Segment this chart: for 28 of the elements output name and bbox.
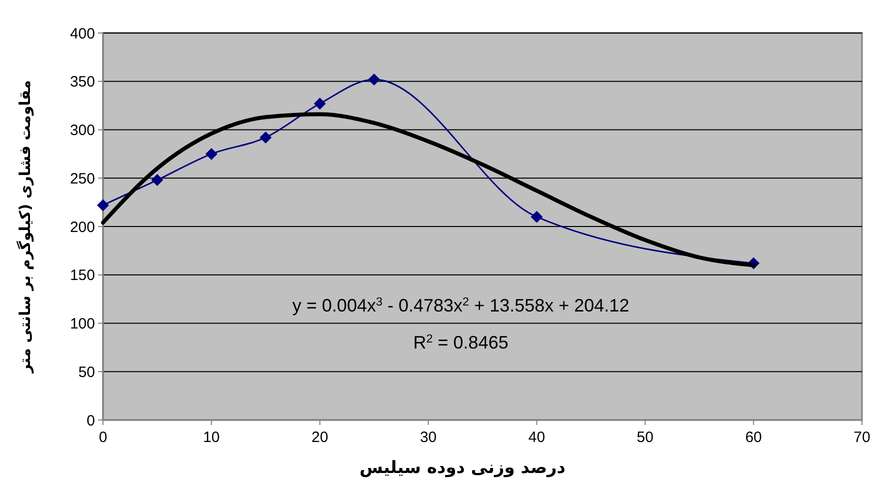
y-tick-label: 400 [70, 25, 95, 42]
x-tick-label: 40 [528, 429, 546, 446]
y-tick-label: 200 [70, 218, 95, 236]
y-tick-label: 300 [70, 122, 95, 139]
point [314, 98, 326, 110]
x-tick-label: 30 [420, 429, 437, 446]
annotation: R$^{2}$ = 0.8465 [413, 332, 508, 352]
point [205, 148, 218, 160]
y-tick-label: 100 [70, 316, 95, 332]
y-tick-label: 250 [70, 170, 95, 188]
y-tick-label: 350 [70, 74, 95, 91]
point [260, 131, 272, 144]
y-axis-title: مقاومت فشاری (کیلوگرم بر سانتی متر [16, 80, 34, 374]
point [368, 73, 380, 86]
y-tick-label: 150 [70, 267, 95, 284]
point [151, 174, 164, 186]
annotation: y = 0.004x$^{3}$ - 0.4783x$^{2}$ + 13.558x + 204.12 [292, 295, 630, 316]
y-tick-label: 50 [78, 364, 95, 381]
x-tick-label: 20 [312, 429, 328, 446]
x-axis-title: درصد وزنی دوده سیلیس [359, 458, 566, 478]
point [97, 199, 109, 212]
x-tick-label: 50 [636, 429, 654, 446]
x-tick-label: 10 [203, 429, 220, 446]
point [530, 210, 543, 223]
x-tick-label: 0 [98, 429, 108, 446]
x-tick-label: 60 [745, 429, 762, 446]
x-tick-label: 70 [854, 429, 870, 446]
y-tick-label: 0 [86, 412, 95, 430]
